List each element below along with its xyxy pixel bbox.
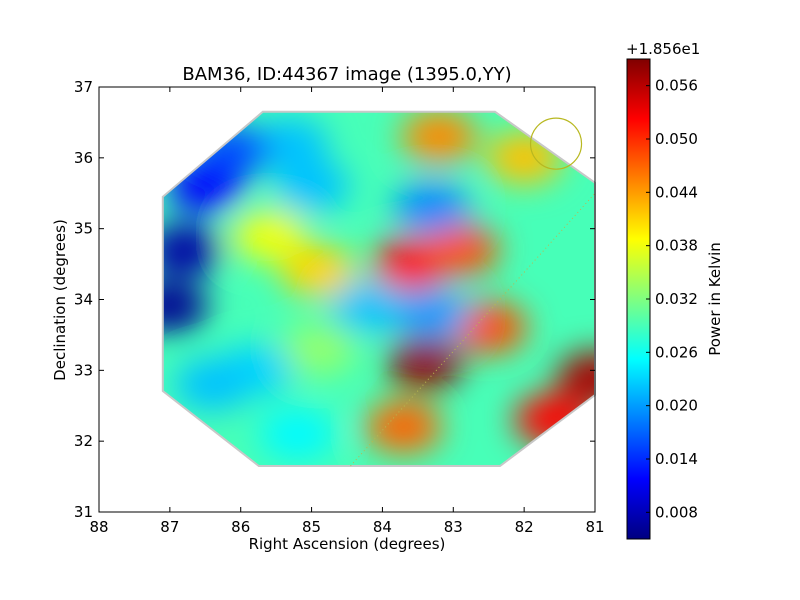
x-tick-label: 85 xyxy=(302,518,321,536)
x-tick-label: 83 xyxy=(444,518,463,536)
colorbar-label: Power in Kelvin xyxy=(706,242,724,356)
map-edge xyxy=(161,110,596,467)
colorbar-ticks: 0.008 0.014 0.020 0.026 0.032 0.038 0.044 0.050… xyxy=(646,77,698,521)
map-blob-9 xyxy=(280,245,357,298)
y-tick-label: 37 xyxy=(74,78,93,96)
colorbar-tick-label: 0.056 xyxy=(655,77,698,95)
colorbar-tick-label: 0.014 xyxy=(655,450,698,468)
colorbar-tick-label: 0.038 xyxy=(655,237,698,255)
map-blob-7 xyxy=(401,111,478,163)
sky-map-clipped xyxy=(162,111,596,467)
y-tick-label: 35 xyxy=(74,220,93,238)
x-axis-label: Right Ascension (degrees) xyxy=(249,535,446,553)
colorbar-offset-text: +1.856e1 xyxy=(626,40,700,58)
x-tick-label: 82 xyxy=(515,518,534,536)
map-blob-11 xyxy=(280,323,357,376)
y-tick-label: 33 xyxy=(74,361,93,379)
y-tick-label: 34 xyxy=(74,291,93,309)
sky-map xyxy=(161,110,596,467)
y-axis-ticks: 31 32 33 34 35 36 37 xyxy=(74,78,595,521)
colorbar-tick-label: 0.050 xyxy=(655,130,698,148)
y-axis-label: Declination (degrees) xyxy=(51,219,69,381)
map-blobs xyxy=(162,111,596,461)
map-blob-8 xyxy=(486,131,563,184)
map-blob-2 xyxy=(514,393,591,446)
colorbar-tick-label: 0.008 xyxy=(655,503,698,521)
map-blob-0 xyxy=(386,337,463,390)
x-tick-label: 86 xyxy=(231,518,250,536)
x-tick-label: 88 xyxy=(89,518,108,536)
map-blob-17 xyxy=(252,117,329,170)
map-blob-22 xyxy=(174,358,251,411)
overlay-layer xyxy=(350,117,595,467)
y-tick-label: 32 xyxy=(74,432,93,450)
y-tick-label: 36 xyxy=(74,149,93,167)
x-tick-label: 84 xyxy=(373,518,392,536)
x-axis-ticks: 88 87 86 85 84 83 82 81 xyxy=(89,87,605,536)
map-blob-15 xyxy=(273,160,350,213)
map-blob-10 xyxy=(231,209,308,262)
colorbar-tick-label: 0.032 xyxy=(655,290,698,308)
x-tick-label: 87 xyxy=(160,518,179,536)
map-blob-12 xyxy=(330,280,407,333)
map-blob-14 xyxy=(394,181,470,234)
map-blob-19 xyxy=(167,160,244,213)
map-blob-6 xyxy=(365,401,442,453)
x-tick-label: 81 xyxy=(585,518,604,536)
colorbar-tick-label: 0.026 xyxy=(655,343,698,361)
chart-title: BAM36, ID:44367 image (1395.0,YY) xyxy=(182,64,511,85)
beam-circle xyxy=(529,117,583,170)
map-blob-13 xyxy=(394,287,470,340)
colorbar-tick-label: 0.044 xyxy=(655,183,698,201)
colorbar-tick-label: 0.020 xyxy=(655,397,698,415)
y-tick-label: 31 xyxy=(74,503,93,521)
map-blob-21 xyxy=(162,280,208,333)
map-blob-23 xyxy=(259,408,336,461)
map-blob-20 xyxy=(162,223,222,276)
map-blob-4 xyxy=(422,223,499,276)
